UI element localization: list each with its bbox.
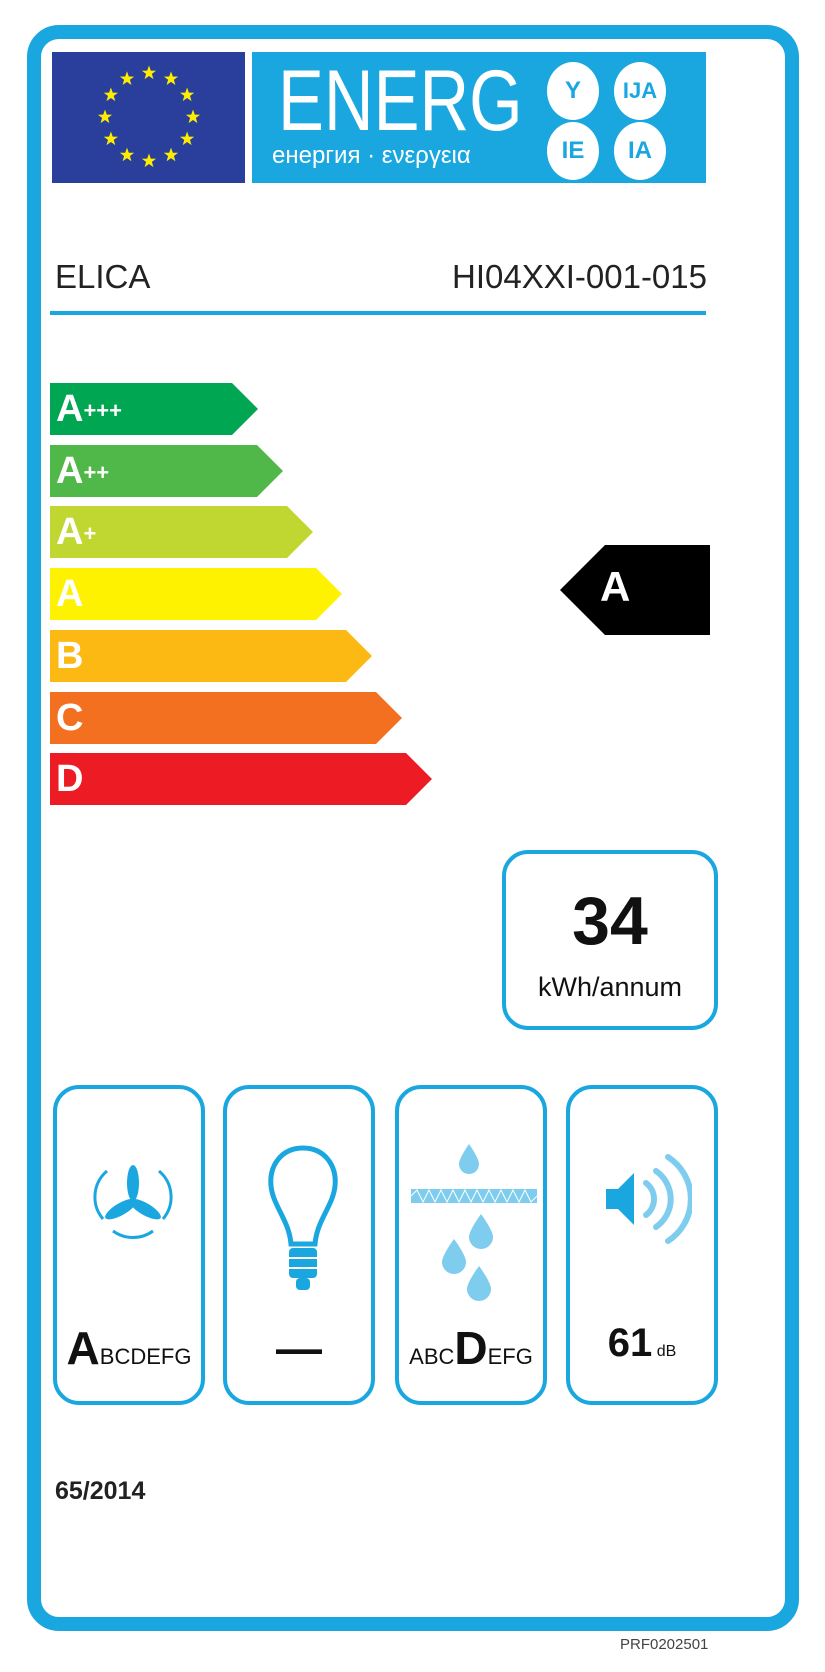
label-frame [27,25,799,1631]
energy-class-bar: B [50,630,372,682]
eu-star [163,147,179,162]
eu-star [119,71,135,85]
energy-banner: ENERG енергия · ενεργεια Y IJA IE IA [252,52,706,183]
eu-star [103,87,118,102]
energy-class-bar: A+ [50,506,313,558]
regulation-number: 65/2014 [55,1477,146,1505]
suffix-badge: IA [614,122,666,180]
energy-subtitle: енергия · ενεργεια [272,142,471,169]
grease-filtering-box: ABCDEFG [395,1085,547,1405]
energy-consumption-box: 34 kWh/annum [502,850,718,1030]
eu-star [163,71,179,85]
reference-code: PRF0202501 [620,1636,709,1653]
consumption-unit: kWh/annum [537,972,683,1002]
fluid-dynamic-class: ABCDEFG [66,1322,192,1374]
suffix-badge: Y [547,62,599,120]
energy-class-label: C [56,697,84,739]
noise-level-box: 61 dB [566,1085,718,1405]
eu-star [119,147,135,162]
suffix-badge: IJA [614,62,666,120]
grease-filtering-class: ABCDEFG [409,1322,533,1374]
model-identifier: HI04XXI-001-015 [452,258,707,295]
energy-class-bar: C [50,692,402,744]
light-bulb-icon [268,1145,338,1290]
eu-star [185,109,201,124]
fan-icon [93,1165,173,1239]
noise-speaker-icon [606,1154,692,1244]
lighting-class: — [276,1322,322,1374]
energy-class-label: B [56,635,84,677]
energy-title: ENERG [278,53,523,149]
energy-class-label: A+ [56,511,97,553]
fluid-dynamic-efficiency-box: ABCDEFG [53,1085,205,1405]
energy-class-label: A+++ [56,388,122,430]
eu-star [180,131,195,146]
noise-value: 61 dB [607,1321,677,1365]
eu-star [97,109,113,124]
eu-star [180,87,195,102]
energy-class-label: A [56,573,84,615]
energy-class-bar: A++ [50,445,283,497]
rating-class: A [600,563,631,610]
consumption-value: 34 [572,883,648,959]
energy-class-bar: D [50,753,432,805]
rating-indicator: A [560,545,710,635]
energy-class-label: D [56,758,84,800]
lighting-efficiency-box: — [223,1085,375,1405]
eu-star [141,153,157,168]
energy-class-bar: A [50,568,342,620]
energy-class-bar: A+++ [50,383,258,435]
supplier-name: ELICA [55,258,151,295]
eu-star [141,65,157,80]
grease-filter-icon [410,1144,538,1301]
separator [50,311,706,315]
eu-star [103,131,118,146]
eu-flag-icon [52,52,245,183]
suffix-badge: IE [547,122,599,180]
energy-class-label: A++ [56,450,110,492]
